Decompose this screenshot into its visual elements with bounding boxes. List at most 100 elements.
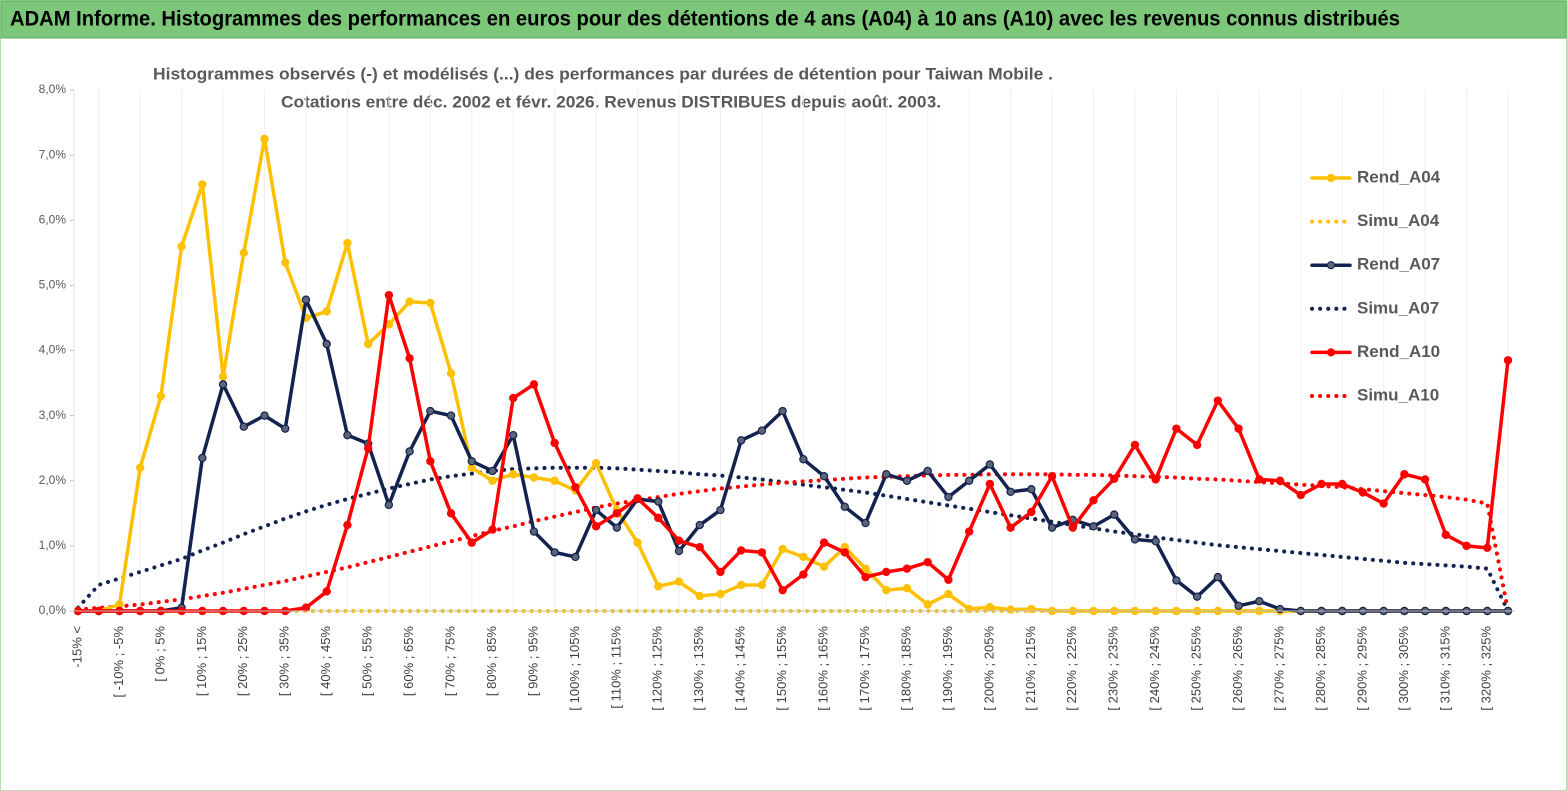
marker — [591, 458, 601, 468]
marker — [343, 430, 352, 440]
marker — [1213, 396, 1223, 405]
marker — [571, 552, 580, 562]
marker — [944, 589, 953, 599]
marker — [488, 525, 497, 534]
marker — [716, 567, 725, 577]
marker — [467, 538, 476, 547]
x-tick-label: [ 130% ; 135% — [691, 626, 706, 711]
marker — [363, 443, 373, 453]
marker — [1255, 475, 1264, 484]
legend-label: Rend_A10 — [1357, 342, 1440, 361]
x-tick-label: [ 240% ; 245% — [1147, 626, 1162, 711]
marker — [1089, 496, 1098, 505]
marker — [322, 339, 331, 349]
x-tick-label: [ 220% ; 225% — [1064, 626, 1079, 711]
marker — [778, 585, 787, 595]
y-tick-label: 7,0% — [39, 147, 67, 161]
x-tick-label: -15% < — [69, 626, 84, 668]
marker — [301, 603, 311, 612]
marker — [799, 455, 808, 464]
marker — [1462, 541, 1471, 551]
marker — [716, 589, 725, 599]
banner-title: ADAM Informe. Histogrammes des performan… — [10, 8, 1400, 31]
x-tick-label: [ -10% ; -5% — [111, 626, 126, 698]
y-tick-label: 0,0% — [39, 603, 67, 617]
marker — [591, 522, 601, 531]
marker — [985, 460, 995, 469]
marker — [467, 457, 476, 466]
marker — [923, 600, 932, 609]
data-line — [76, 293, 1510, 613]
marker — [964, 604, 974, 614]
y-tick-label: 3,0% — [39, 408, 67, 422]
marker — [1192, 592, 1202, 601]
marker — [902, 476, 912, 485]
legend-label: Rend_A04 — [1357, 167, 1441, 186]
x-tick-label: [ 70% ; 75% — [442, 626, 457, 697]
marker — [840, 502, 850, 511]
y-tick-label: 8,0% — [39, 82, 67, 96]
marker — [716, 505, 725, 515]
legend-label: Rend_A07 — [1357, 255, 1440, 274]
marker — [1379, 499, 1388, 508]
marker — [861, 572, 870, 582]
marker — [923, 557, 932, 567]
marker — [426, 457, 435, 466]
x-tick-label: [ 160% ; 165% — [816, 626, 831, 711]
marker — [343, 238, 352, 248]
x-tick-label: [ 90% ; 95% — [525, 626, 540, 697]
x-tick-label: [ 80% ; 85% — [484, 626, 499, 697]
x-tick-label: [ 250% ; 255% — [1189, 626, 1204, 711]
marker — [343, 520, 352, 530]
marker — [405, 447, 414, 456]
plot — [73, 134, 1513, 616]
marker — [509, 430, 518, 440]
marker — [1441, 530, 1451, 540]
marker — [156, 391, 166, 401]
marker — [1151, 475, 1160, 484]
marker — [923, 466, 932, 476]
marker — [446, 411, 456, 420]
marker — [363, 339, 373, 349]
marker — [612, 523, 622, 532]
marker — [550, 438, 559, 448]
marker — [384, 290, 394, 300]
marker — [260, 411, 269, 420]
marker — [674, 536, 684, 545]
marker — [529, 473, 539, 482]
marker — [529, 380, 539, 389]
x-tick-label: [ 30% ; 35% — [277, 626, 292, 697]
marker — [198, 180, 207, 189]
marker — [405, 297, 414, 306]
marker — [426, 406, 435, 416]
marker — [509, 470, 518, 479]
marker — [1006, 605, 1015, 614]
marker — [426, 298, 435, 308]
y-tick-label: 2,0% — [39, 473, 67, 487]
marker — [1130, 440, 1140, 450]
marker — [1296, 490, 1305, 500]
x-tick-label: [ 230% ; 235% — [1106, 626, 1121, 711]
marker — [1006, 523, 1015, 532]
marker — [1027, 507, 1036, 517]
marker — [964, 476, 974, 485]
marker — [281, 258, 290, 267]
marker — [301, 295, 311, 304]
x-tick-label: [ 200% ; 205% — [981, 626, 996, 711]
y-tick-label: 5,0% — [39, 278, 67, 292]
marker — [322, 587, 331, 596]
chart-title: Histogrammes observés (-) et modélisés (… — [153, 64, 1053, 83]
marker — [1420, 475, 1430, 484]
marker — [1110, 474, 1119, 483]
legend-marker — [1326, 348, 1336, 357]
y-tick-label: 6,0% — [39, 212, 67, 226]
marker — [405, 354, 414, 363]
x-tick-label: [ 300% ; 305% — [1396, 626, 1411, 711]
marker — [1110, 510, 1119, 519]
marker — [674, 577, 684, 586]
marker — [1047, 523, 1057, 532]
marker — [322, 307, 331, 316]
marker — [964, 527, 974, 536]
